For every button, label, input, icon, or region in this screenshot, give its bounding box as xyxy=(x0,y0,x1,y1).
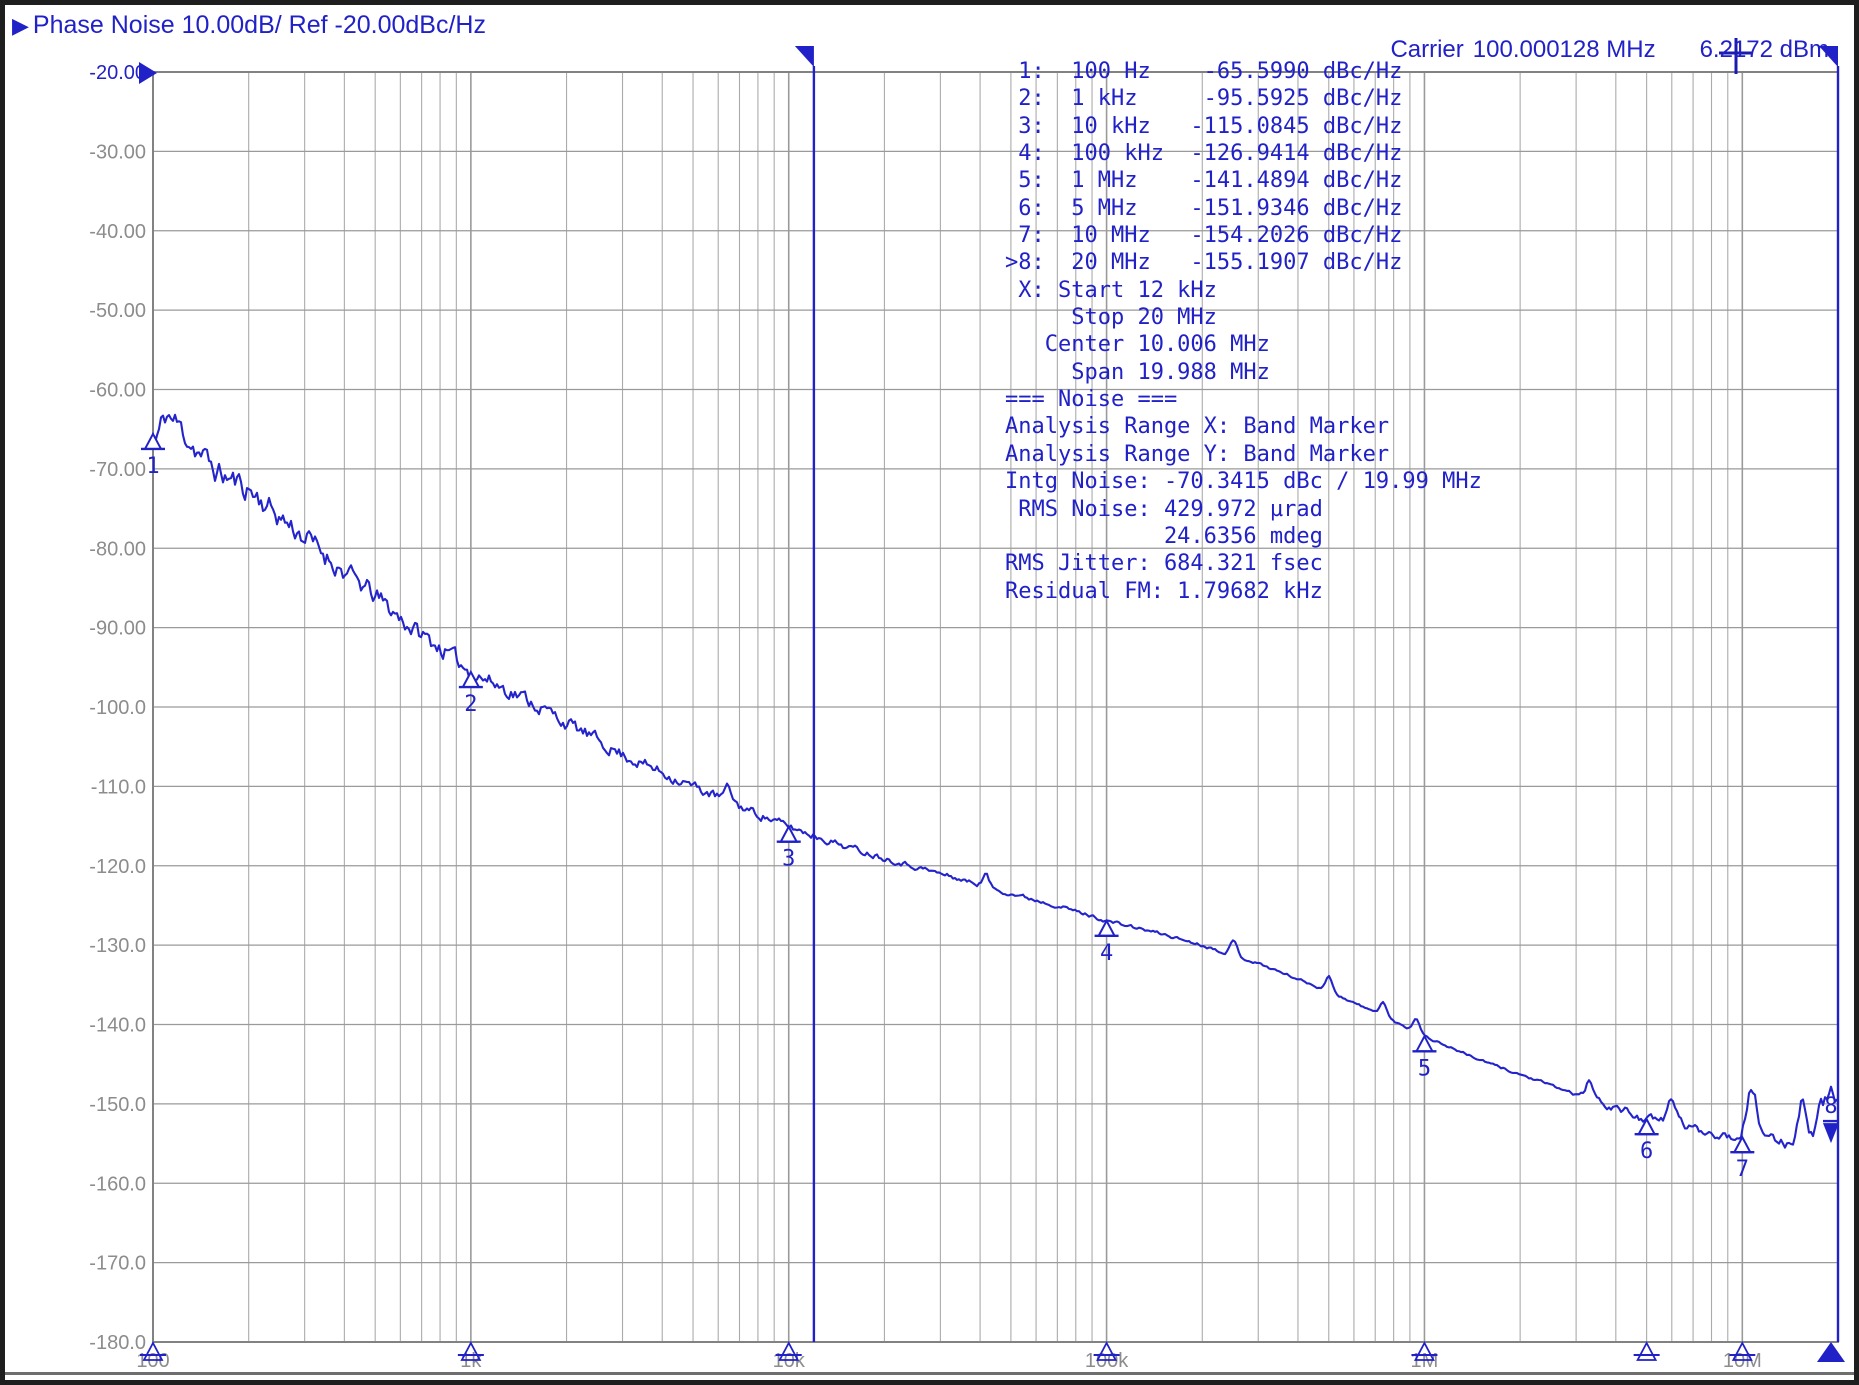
y-axis-label: -130.0 xyxy=(89,935,146,957)
marker-row-2: 2: 1 kHz -95.5925 dBc/Hz xyxy=(1005,86,1403,112)
marker-4-axis-indicator[interactable] xyxy=(1096,1341,1118,1361)
trace-title-row: ▶ Phase Noise 10.00dB/ Ref -20.00dBc/Hz xyxy=(12,11,486,40)
y-axis-label: -90.00 xyxy=(89,618,146,640)
carrier-frequency: 100.000128 MHz xyxy=(1472,36,1656,63)
y-axis-label: -60.00 xyxy=(89,380,146,402)
marker-row-6: 6: 5 MHz -151.9346 dBc/Hz xyxy=(1005,195,1403,221)
y-axis-label: -40.00 xyxy=(89,221,146,243)
y-axis-label: -20.00 xyxy=(89,62,146,84)
band-marker-stop-line-flag[interactable] xyxy=(1819,46,1838,67)
marker-row-3: 3: 10 kHz -115.0845 dBc/Hz xyxy=(1005,113,1403,139)
y-axis-label: -100.0 xyxy=(89,697,146,719)
band-marker-row: Stop 20 MHz xyxy=(1005,305,1217,331)
x-axis-label: 10k xyxy=(773,1350,806,1372)
bottom-bevel-line xyxy=(5,1372,1854,1375)
x-axis-label: 10M xyxy=(1723,1350,1762,1372)
ref-level-arrow-icon[interactable] xyxy=(139,62,157,84)
noise-section-header: === Noise === xyxy=(1005,387,1178,413)
x-axis-label: 1k xyxy=(460,1350,482,1372)
y-axis-label: -150.0 xyxy=(89,1094,146,1116)
noise-result-row: Residual FM: 1.79682 kHz xyxy=(1005,578,1323,604)
y-axis-label: -170.0 xyxy=(89,1253,146,1275)
menu-arrow-icon[interactable]: ▶ xyxy=(12,12,29,38)
y-axis-label: -120.0 xyxy=(89,856,146,878)
carrier-readout: Carrier 100.000128 MHz 6.2172 dBm xyxy=(1390,36,1829,64)
marker-row-7: 7: 10 MHz -154.2026 dBc/Hz xyxy=(1005,223,1403,249)
marker-row-1: 1: 100 Hz -65.5990 dBc/Hz xyxy=(1005,59,1403,84)
trace-scale-title[interactable]: Phase Noise 10.00dB/ Ref -20.00dBc/Hz xyxy=(32,11,486,39)
marker-1-glyph[interactable] xyxy=(143,431,163,450)
phase-noise-trace xyxy=(152,413,1838,1149)
noise-result-row: 24.6356 mdeg xyxy=(1005,523,1323,549)
band-marker-start-line-flag[interactable] xyxy=(794,46,814,67)
marker-1-axis-indicator[interactable] xyxy=(142,1341,164,1361)
marker-5-axis-indicator[interactable] xyxy=(1413,1341,1435,1361)
noise-result-row: Intg Noise: -70.3415 dBc / 19.99 MHz xyxy=(1005,469,1482,495)
marker-2-number: 2 xyxy=(464,692,477,717)
marker-row-4: 4: 100 kHz -126.9414 dBc/Hz xyxy=(1005,141,1403,167)
marker-1-number: 1 xyxy=(146,454,159,479)
y-axis-label: -180.0 xyxy=(89,1332,146,1354)
band-marker-row: Center 10.006 MHz xyxy=(1005,332,1270,358)
y-axis-label: -110.0 xyxy=(91,776,146,798)
marker-row-5: 5: 1 MHz -141.4894 dBc/Hz xyxy=(1005,168,1403,194)
marker-3-axis-indicator[interactable] xyxy=(778,1341,800,1361)
y-axis-label: -50.00 xyxy=(89,300,146,322)
marker-6-axis-indicator[interactable] xyxy=(1636,1341,1658,1361)
carrier-label: Carrier xyxy=(1390,36,1464,63)
x-axis-label: 100k xyxy=(1085,1350,1129,1372)
band-marker-row: X: Start 12 kHz xyxy=(1005,277,1217,303)
band-marker-row: Span 19.988 MHz xyxy=(1005,359,1270,385)
marker-readout-block: 1: 100 Hz -65.5990 dBc/Hz 2: 1 kHz -95.5… xyxy=(1005,58,1482,605)
y-axis-label: -30.00 xyxy=(89,141,146,163)
noise-result-row: Analysis Range X: Band Marker xyxy=(1005,414,1390,440)
y-axis-label: -70.00 xyxy=(89,459,146,481)
x-axis-label: 100 xyxy=(136,1350,169,1372)
noise-result-row: RMS Jitter: 684.321 fsec xyxy=(1005,551,1323,577)
marker-3-number: 3 xyxy=(782,847,795,872)
marker-6-number: 6 xyxy=(1640,1139,1653,1164)
noise-result-row: Analysis Range Y: Band Marker xyxy=(1005,441,1390,467)
carrier-power: 6.2172 dBm xyxy=(1699,36,1829,63)
y-axis-label: -160.0 xyxy=(89,1173,146,1195)
marker-row-8: >8: 20 MHz -155.1907 dBc/Hz xyxy=(1005,250,1403,276)
marker-7-axis-indicator[interactable] xyxy=(1731,1341,1753,1361)
marker-5-number: 5 xyxy=(1418,1056,1431,1081)
marker-8-axis-indicator[interactable] xyxy=(1817,1342,1845,1362)
y-axis-label: -140.0 xyxy=(89,1015,146,1037)
marker-8-glyph[interactable] xyxy=(1823,1123,1839,1144)
marker-7-number: 7 xyxy=(1736,1157,1749,1182)
y-axis-label: -80.00 xyxy=(89,538,146,560)
x-axis-label: 1M xyxy=(1411,1350,1439,1372)
marker-2-axis-indicator[interactable] xyxy=(460,1341,482,1361)
noise-result-row: RMS Noise: 429.972 µrad xyxy=(1005,496,1323,522)
marker-6-glyph[interactable] xyxy=(1636,1117,1657,1136)
marker-8-number: 8 xyxy=(1824,1094,1837,1119)
marker-4-number: 4 xyxy=(1100,941,1113,966)
